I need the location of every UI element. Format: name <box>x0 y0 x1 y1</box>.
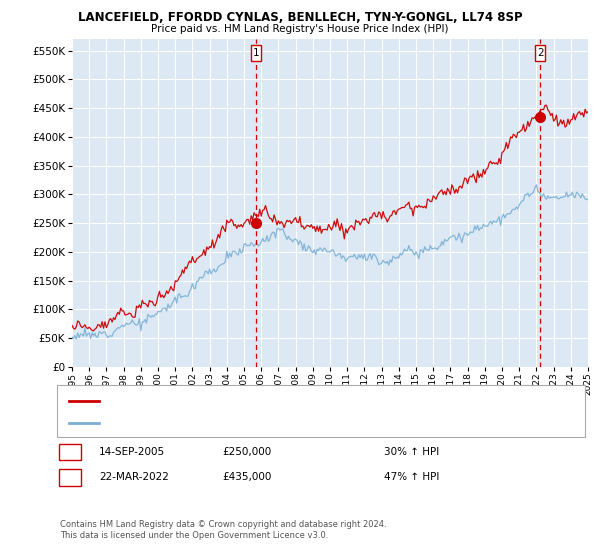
Text: 1: 1 <box>253 48 260 58</box>
Text: This data is licensed under the Open Government Licence v3.0.: This data is licensed under the Open Gov… <box>60 531 328 540</box>
Text: 47% ↑ HPI: 47% ↑ HPI <box>384 472 439 482</box>
Text: 30% ↑ HPI: 30% ↑ HPI <box>384 447 439 457</box>
Text: £250,000: £250,000 <box>222 447 271 457</box>
Bar <box>535 45 545 61</box>
Text: LANCEFIELD, FFORDD CYNLAS, BENLLECH, TYN-Y-GONGL, LL74 8SP: LANCEFIELD, FFORDD CYNLAS, BENLLECH, TYN… <box>77 11 523 24</box>
Text: Contains HM Land Registry data © Crown copyright and database right 2024.: Contains HM Land Registry data © Crown c… <box>60 520 386 529</box>
Text: 1: 1 <box>67 447 73 457</box>
Text: 2: 2 <box>67 472 73 482</box>
Text: 22-MAR-2022: 22-MAR-2022 <box>99 472 169 482</box>
Text: LANCEFIELD, FFORDD CYNLAS, BENLLECH, TYN-Y-GONGL, LL74 8SP (detached house): LANCEFIELD, FFORDD CYNLAS, BENLLECH, TYN… <box>105 396 509 405</box>
Bar <box>251 45 261 61</box>
Text: Price paid vs. HM Land Registry's House Price Index (HPI): Price paid vs. HM Land Registry's House … <box>151 24 449 34</box>
Text: 2: 2 <box>537 48 544 58</box>
Text: HPI: Average price, detached house, Isle of Anglesey: HPI: Average price, detached house, Isle… <box>105 418 356 427</box>
Text: 14-SEP-2005: 14-SEP-2005 <box>99 447 165 457</box>
Text: £435,000: £435,000 <box>222 472 271 482</box>
